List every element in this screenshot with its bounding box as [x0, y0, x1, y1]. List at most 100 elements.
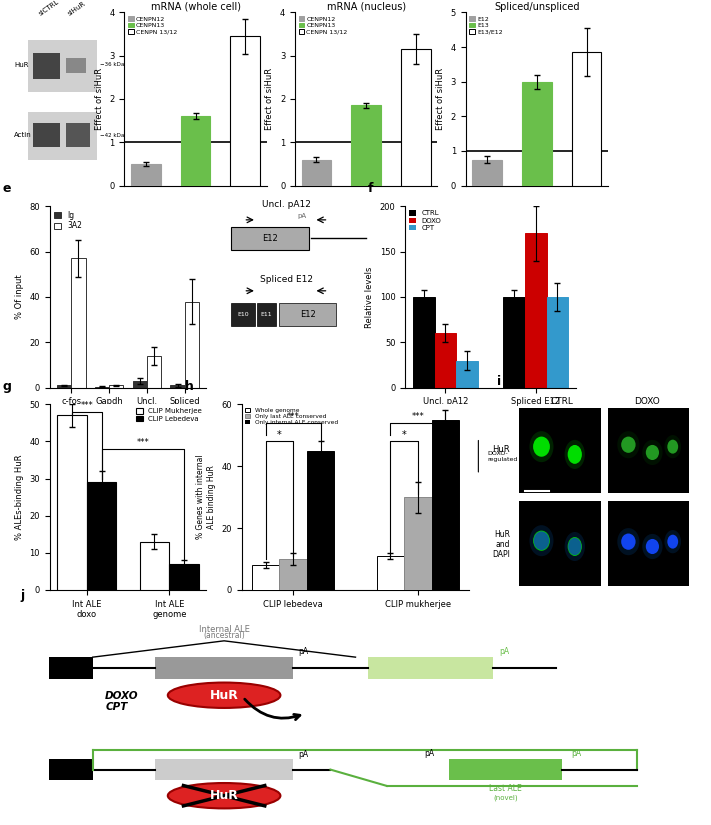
Ellipse shape [530, 526, 553, 556]
Y-axis label: % Of input: % Of input [15, 275, 24, 319]
Bar [57, 385, 71, 388]
Text: ***: *** [137, 438, 149, 447]
Text: E12: E12 [300, 310, 316, 319]
Bar [95, 387, 109, 388]
Ellipse shape [642, 440, 663, 465]
Ellipse shape [617, 528, 639, 555]
Ellipse shape [168, 682, 280, 708]
Ellipse shape [668, 535, 678, 549]
Bar [232, 304, 255, 326]
Bar [472, 160, 502, 186]
Text: ***: *** [80, 401, 93, 410]
Text: h: h [185, 380, 193, 393]
Text: pA: pA [499, 648, 510, 656]
Bar [608, 408, 690, 493]
Text: i: i [497, 375, 501, 389]
Bar [33, 123, 60, 148]
Bar [257, 304, 276, 326]
Ellipse shape [530, 431, 553, 462]
Y-axis label: % ALEs-binding HuR: % ALEs-binding HuR [15, 455, 24, 540]
Text: *: * [402, 430, 407, 440]
Y-axis label: Effect of siHuR: Effect of siHuR [265, 68, 274, 130]
Text: E10: E10 [237, 312, 249, 318]
Title: Spliced/unspliced: Spliced/unspliced [494, 2, 579, 12]
Ellipse shape [621, 534, 636, 549]
Y-axis label: % Genes with internal
ALE binding HuR: % Genes with internal ALE binding HuR [196, 455, 216, 540]
Bar [519, 501, 601, 587]
Bar [401, 50, 431, 186]
Ellipse shape [568, 538, 582, 555]
Bar [66, 59, 86, 73]
Bar [171, 385, 185, 388]
Text: ***: *** [287, 412, 299, 422]
Y-axis label: Effect of siHuR: Effect of siHuR [436, 68, 445, 130]
Text: pA: pA [298, 648, 308, 656]
Ellipse shape [642, 534, 663, 559]
Bar [230, 36, 260, 186]
Bar [449, 759, 562, 780]
Bar [456, 361, 478, 388]
Ellipse shape [533, 436, 550, 457]
Bar [185, 302, 199, 388]
Ellipse shape [565, 440, 585, 469]
Bar [132, 381, 147, 388]
Bar [131, 164, 161, 186]
Text: Spliced E12: Spliced E12 [260, 275, 313, 284]
Text: Internal ALE: Internal ALE [198, 625, 250, 634]
Text: Uncl. pA12: Uncl. pA12 [262, 200, 311, 210]
Bar [307, 450, 334, 590]
Bar [279, 559, 307, 590]
Bar [49, 658, 92, 679]
Ellipse shape [565, 532, 585, 561]
Text: pA: pA [297, 213, 306, 219]
Bar [572, 52, 602, 186]
Text: e: e [3, 182, 11, 196]
Ellipse shape [168, 783, 280, 808]
Bar [57, 416, 87, 590]
Text: E12: E12 [262, 234, 278, 243]
Ellipse shape [567, 445, 582, 464]
Bar [434, 333, 456, 388]
Text: f: f [368, 182, 373, 196]
Legend: E12, E13, E13/E12: E12, E13, E13/E12 [469, 16, 503, 35]
Legend: CENPN12, CENPN13, CENPN 13/12: CENPN12, CENPN13, CENPN 13/12 [298, 16, 348, 35]
Text: Actin: Actin [14, 132, 32, 139]
Text: d: d [434, 0, 443, 2]
Text: HuR: HuR [210, 689, 239, 702]
Bar [155, 658, 293, 679]
Bar [608, 501, 690, 587]
Text: pA: pA [424, 749, 434, 758]
Legend: CTRL, DOXO, CPT: CTRL, DOXO, CPT [409, 210, 442, 231]
Text: (novel): (novel) [493, 794, 518, 801]
Text: (ancestral): (ancestral) [203, 631, 245, 640]
Bar [519, 408, 601, 493]
Text: *: * [277, 430, 282, 440]
Bar [279, 304, 336, 326]
Text: Last ALE: Last ALE [489, 785, 522, 794]
Bar [404, 497, 432, 590]
Text: DOXO-
regulated: DOXO- regulated [488, 450, 518, 462]
Text: j: j [21, 589, 25, 602]
Legend: Ig, 3A2: Ig, 3A2 [53, 210, 83, 231]
Text: siHuR: siHuR [67, 0, 87, 16]
Ellipse shape [621, 436, 636, 453]
Bar [169, 564, 199, 590]
Bar [351, 106, 381, 186]
Bar [432, 420, 459, 590]
Ellipse shape [567, 537, 582, 556]
Y-axis label: Effect of siHuR: Effect of siHuR [95, 68, 104, 130]
Bar [49, 759, 92, 780]
Text: pA: pA [572, 749, 582, 758]
Ellipse shape [664, 435, 681, 458]
Title: mRNA (nucleus): mRNA (nucleus) [326, 2, 406, 12]
Text: g: g [3, 380, 11, 393]
Text: CPT: CPT [105, 702, 127, 712]
Ellipse shape [617, 431, 639, 459]
Bar [525, 233, 547, 388]
Text: HuR
and
DAPI: HuR and DAPI [492, 530, 510, 559]
Text: pA: pA [298, 750, 308, 759]
Ellipse shape [533, 530, 550, 551]
Text: −36 kDa: −36 kDa [100, 63, 124, 68]
Ellipse shape [534, 531, 550, 550]
Bar [139, 541, 169, 590]
